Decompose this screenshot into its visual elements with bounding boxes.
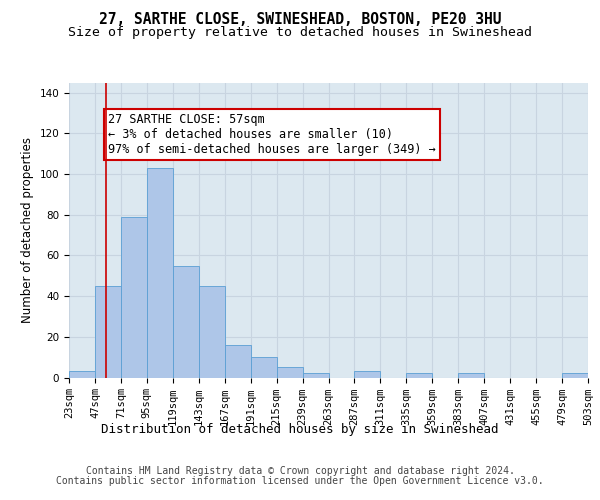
Bar	[95, 286, 121, 378]
Bar	[277, 368, 302, 378]
Bar	[562, 374, 588, 378]
Bar	[302, 374, 329, 378]
Text: Contains public sector information licensed under the Open Government Licence v3: Contains public sector information licen…	[56, 476, 544, 486]
Bar	[251, 357, 277, 378]
Bar	[69, 372, 95, 378]
Bar	[355, 372, 380, 378]
Y-axis label: Number of detached properties: Number of detached properties	[21, 137, 34, 323]
Bar	[224, 345, 251, 378]
Text: Distribution of detached houses by size in Swineshead: Distribution of detached houses by size …	[101, 422, 499, 436]
Bar	[458, 374, 484, 378]
Text: 27 SARTHE CLOSE: 57sqm
← 3% of detached houses are smaller (10)
97% of semi-deta: 27 SARTHE CLOSE: 57sqm ← 3% of detached …	[108, 113, 436, 156]
Bar	[173, 266, 199, 378]
Text: Size of property relative to detached houses in Swineshead: Size of property relative to detached ho…	[68, 26, 532, 39]
Bar	[121, 217, 147, 378]
Bar	[147, 168, 173, 378]
Text: Contains HM Land Registry data © Crown copyright and database right 2024.: Contains HM Land Registry data © Crown c…	[86, 466, 514, 476]
Bar	[199, 286, 224, 378]
Bar	[406, 374, 432, 378]
Text: 27, SARTHE CLOSE, SWINESHEAD, BOSTON, PE20 3HU: 27, SARTHE CLOSE, SWINESHEAD, BOSTON, PE…	[99, 12, 501, 28]
